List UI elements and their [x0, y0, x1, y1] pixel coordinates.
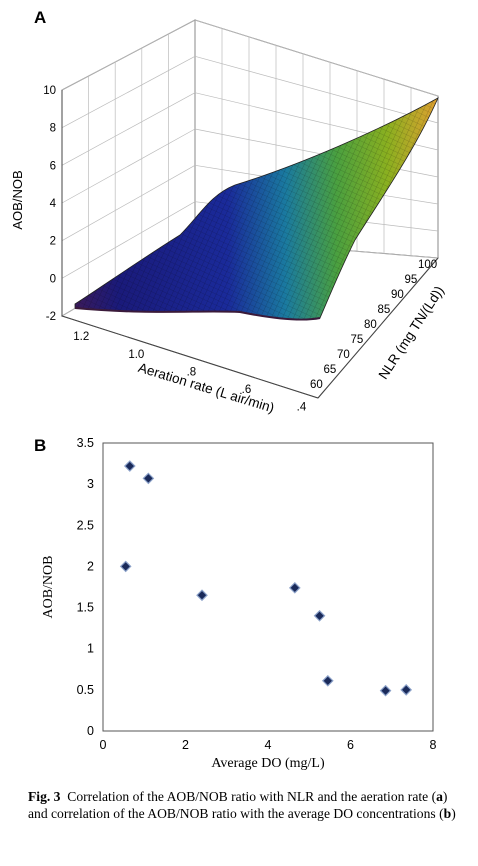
y-tick-label: 80 — [364, 319, 377, 331]
x-tick-label: 1.0 — [128, 349, 144, 361]
x-tick-label: .6 — [242, 384, 252, 396]
z-tick-label: 10 — [43, 85, 56, 97]
scatter-point — [379, 684, 392, 697]
x-tick-label: 0 — [100, 738, 107, 752]
scatter-point — [313, 609, 326, 622]
panel-b-letter: B — [34, 436, 47, 455]
figure-caption: Fig. 3 Correlation of the AOB/NOB ratio … — [28, 788, 468, 822]
z-tick-label: 8 — [50, 123, 56, 135]
y-tick-label: 95 — [405, 274, 418, 286]
y-tick-label: 2 — [87, 559, 94, 573]
caption-ref-a: a — [436, 789, 443, 804]
x-tick-label: .8 — [187, 366, 197, 378]
z-tick-label: -2 — [46, 311, 56, 323]
x-axis-ticks: 1.2 1.0 .8 .6 .4 — [73, 331, 307, 414]
y-tick-label: 0 — [87, 724, 94, 738]
scatter-point — [288, 581, 301, 594]
scatter-point — [321, 674, 334, 687]
caption-label: Fig. 3 — [28, 789, 61, 804]
z-tick-label: 6 — [50, 160, 56, 172]
plot-frame — [102, 442, 434, 732]
wall-grid — [61, 19, 439, 317]
response-surface — [74, 97, 439, 321]
caption-text-1: Correlation of the AOB/NOB ratio with NL… — [67, 789, 437, 804]
z-axis-ticks: 10 8 6 4 2 0 -2 — [43, 85, 56, 323]
x-tick-label: 1.2 — [73, 331, 89, 343]
surface-plot: 10 8 6 4 2 0 -2 1.2 1.0 .8 .6 .4 10095908580757065… — [10, 19, 447, 416]
x-tick-label: 8 — [430, 738, 437, 752]
scatter-points — [119, 460, 413, 697]
y-tick-label: 100 — [418, 259, 437, 271]
y-tick-label: 75 — [351, 334, 364, 346]
x-tick-label: 6 — [347, 738, 354, 752]
y-tick-label: 3.5 — [77, 436, 94, 450]
scatter-point — [119, 560, 132, 573]
z-axis-label: AOB/NOB — [10, 170, 25, 229]
y-tick-label: 3 — [87, 477, 94, 491]
x-axis-label: Average DO (mg/L) — [211, 756, 325, 771]
y-tick-label: 1.5 — [77, 601, 94, 615]
y-tick-label: 85 — [378, 304, 391, 316]
x-tick-label: 2 — [182, 738, 189, 752]
y-axis-label: AOB/NOB — [41, 555, 56, 618]
y-tick-label: 0.5 — [77, 683, 94, 697]
y-axis-ticks: 3.5 3 2.5 2 1.5 1 0.5 0 — [77, 436, 94, 738]
caption-ref-b: b — [443, 806, 452, 821]
x-tick-label: .4 — [297, 402, 307, 414]
scatter-point — [196, 589, 208, 602]
x-tick-label: 4 — [265, 738, 272, 752]
scatter-point — [142, 472, 155, 485]
y-tick-label: 70 — [337, 349, 350, 361]
y-tick-label: 2.5 — [77, 518, 94, 532]
panel-a-letter: A — [34, 8, 47, 27]
caption-text-3: ) — [451, 806, 456, 821]
y-tick-label: 1 — [87, 642, 94, 656]
y-tick-label: 65 — [324, 364, 337, 376]
scatter-plot: 3.5 3 2.5 2 1.5 1 0.5 0 0 2 4 6 8 AOB/NOB Average D… — [41, 436, 437, 771]
scatter-point — [400, 684, 413, 696]
caption-text-2: ) and correlation of the AOB/NOB ratio w… — [28, 789, 448, 821]
scatter-point — [123, 460, 136, 472]
y-tick-label: 90 — [391, 289, 404, 301]
z-tick-label: 0 — [50, 273, 56, 285]
x-axis-ticks: 0 2 4 6 8 — [100, 738, 437, 752]
z-tick-label: 2 — [50, 236, 56, 248]
z-tick-label: 4 — [50, 198, 57, 210]
y-tick-label: 60 — [310, 379, 323, 391]
